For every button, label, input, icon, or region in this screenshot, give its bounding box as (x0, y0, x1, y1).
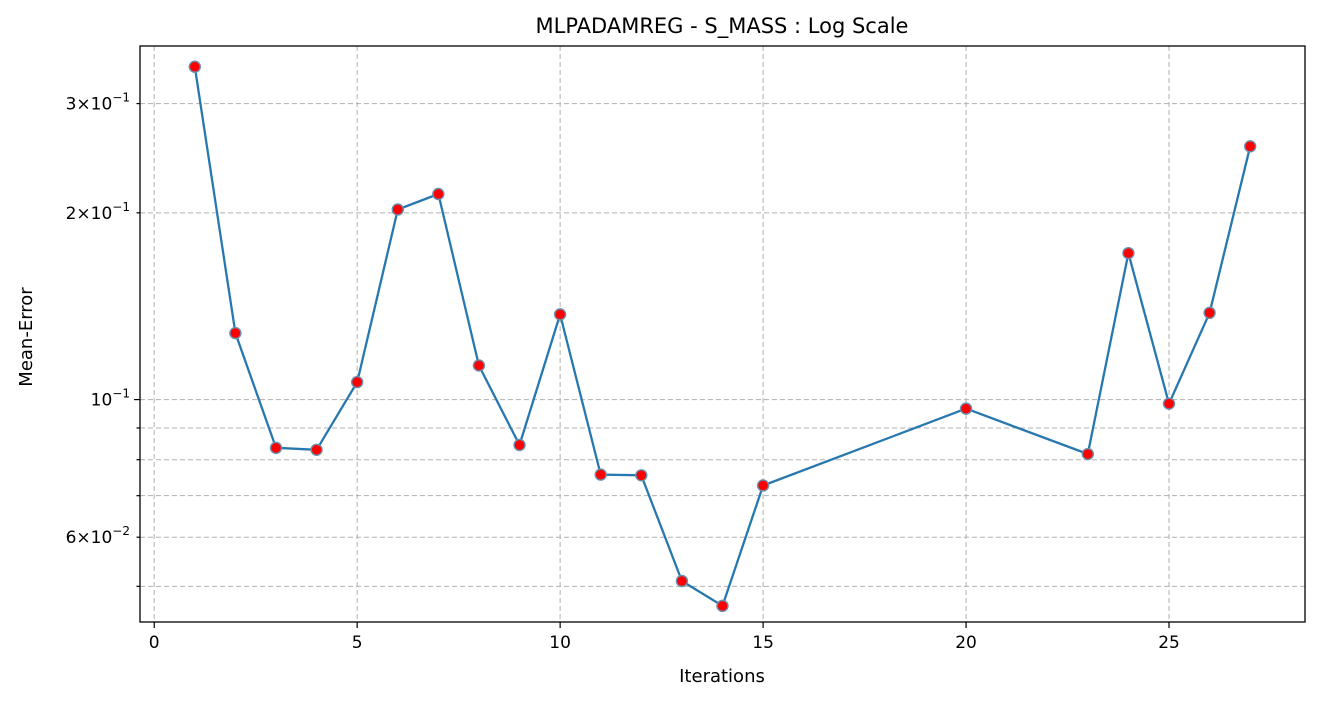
data-point (1122, 246, 1135, 260)
data-point (229, 326, 242, 340)
data-point (269, 441, 283, 455)
chart-title: MLPADAMREG - S_MASS : Log Scale (536, 14, 909, 39)
data-point (391, 203, 404, 216)
data-point (310, 443, 323, 456)
series-line (193, 66, 1252, 608)
data-point (1203, 306, 1216, 320)
y-tick-label: 3×10−1 (66, 91, 130, 115)
x-tick-label: 20 (955, 633, 977, 653)
x-tick-label: 15 (752, 633, 774, 653)
data-point (716, 599, 729, 613)
data-point (350, 375, 364, 389)
x-axis-label: Iterations (679, 666, 765, 687)
data-point (188, 60, 201, 73)
data-point (432, 187, 445, 201)
x-tick-label: 10 (549, 633, 571, 653)
x-tick-label: 0 (149, 633, 160, 653)
data-point (553, 308, 567, 321)
data-point (1162, 397, 1176, 410)
data-point (1081, 447, 1095, 461)
x-tick-label: 5 (352, 633, 363, 653)
y-tick-label: 10−1 (91, 387, 130, 411)
data-point (1244, 140, 1257, 153)
data-point (594, 468, 607, 481)
y-tick-label: 2×10−1 (66, 200, 130, 224)
y-tick-label: 6×10−2 (66, 524, 130, 548)
data-point (513, 438, 526, 452)
data-point (472, 359, 486, 372)
x-tick-label: 25 (1158, 633, 1180, 653)
plot-frame (139, 45, 1306, 623)
data-point (959, 402, 973, 415)
grid-lines (140, 46, 1305, 622)
series-layer (188, 60, 1257, 613)
data-point (635, 469, 648, 482)
y-axis-label: Mean-Error (16, 287, 37, 387)
data-point (756, 479, 770, 492)
axis-ticks: 0 5 10 15 20 25 10−1 6×10−2 2×10−1 3×10−1 (66, 91, 1180, 653)
data-point (675, 574, 689, 588)
